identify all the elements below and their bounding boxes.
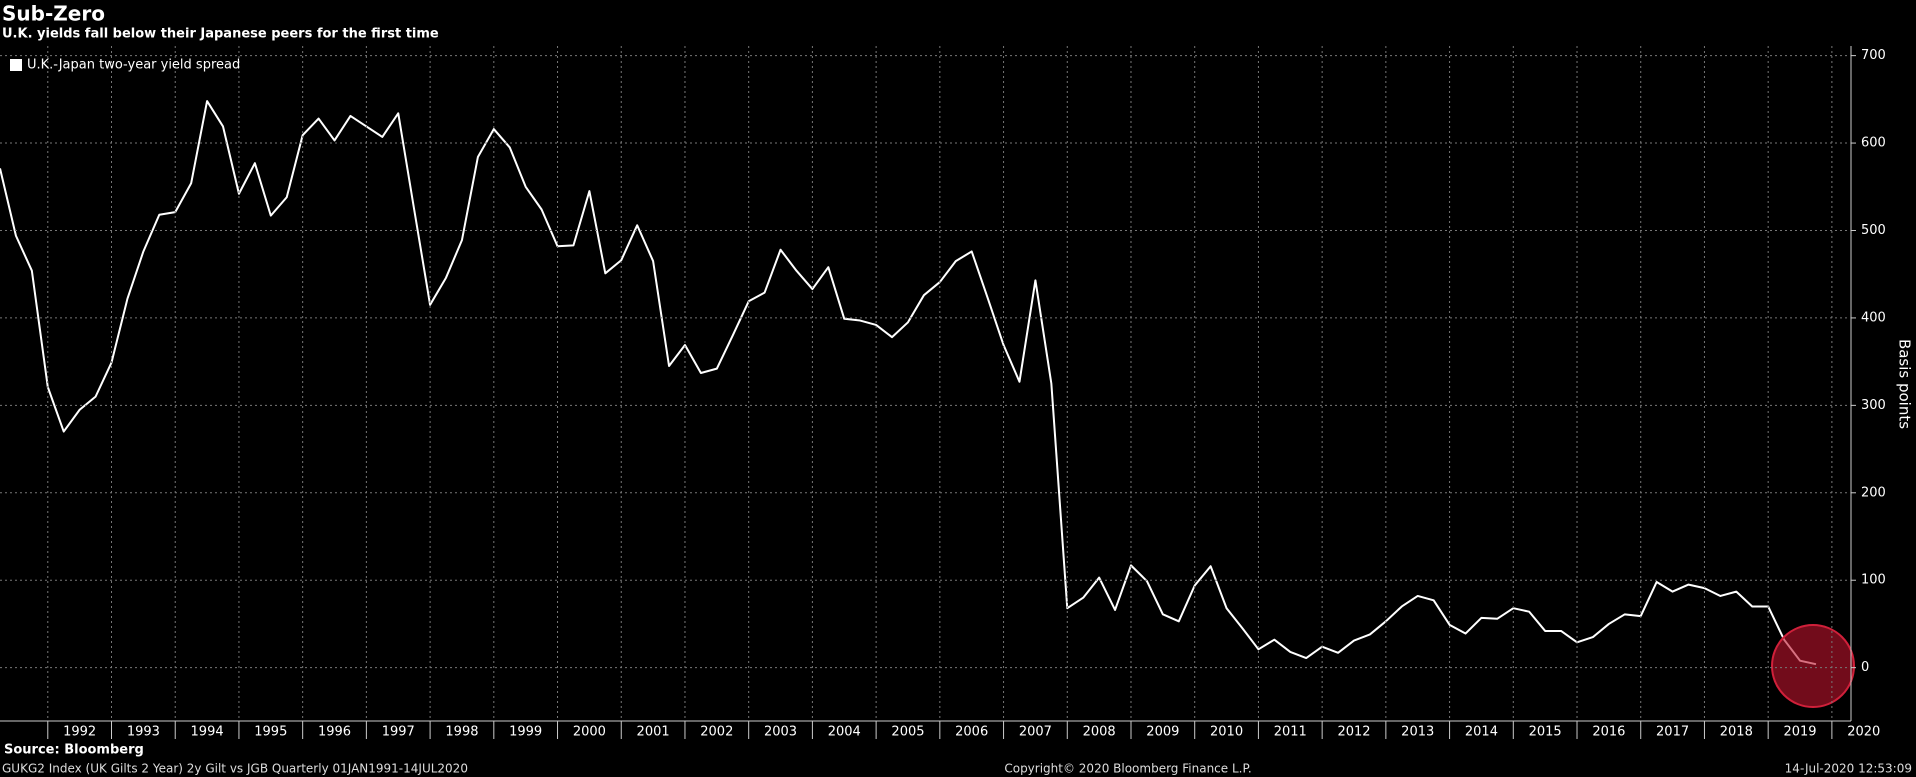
x-tick-label: 2001: [637, 725, 670, 740]
y-tick-label: 600: [1861, 136, 1886, 151]
x-tick-label: 2012: [1337, 725, 1370, 740]
source: Source: Bloomberg: [4, 743, 144, 758]
x-tick-label: 2007: [1019, 725, 1052, 740]
y-tick-label: 700: [1861, 48, 1886, 63]
x-tick-label: 1994: [191, 725, 224, 740]
footer-right: 14-Jul-2020 12:53:09: [1785, 762, 1912, 776]
x-tick-label: 2014: [1465, 725, 1498, 740]
y-tick-label: 300: [1861, 398, 1886, 413]
x-tick-label: 1995: [254, 725, 287, 740]
chart-title: Sub-Zero: [2, 2, 105, 26]
y-tick-label: 100: [1861, 573, 1886, 588]
y-tick-label: 400: [1861, 310, 1886, 325]
x-tick-label: 1999: [509, 725, 542, 740]
x-tick-label: 1997: [382, 725, 415, 740]
x-tick-label: 1996: [318, 725, 351, 740]
chart-subtitle: U.K. yields fall below their Japanese pe…: [2, 27, 439, 42]
y-axis-label: Basis points: [1896, 339, 1914, 429]
x-tick-label: 2005: [891, 725, 924, 740]
x-tick-label: 2018: [1720, 725, 1753, 740]
x-tick-label: 2011: [1274, 725, 1307, 740]
y-tick-label: 0: [1861, 660, 1869, 675]
x-tick-label: 2009: [1146, 725, 1179, 740]
x-tick-label: 1993: [127, 725, 160, 740]
footer-left: GUKG2 Index (UK Gilts 2 Year) 2y Gilt vs…: [2, 762, 468, 776]
x-tick-label: 2017: [1656, 725, 1689, 740]
x-tick-label: 2010: [1210, 725, 1243, 740]
highlight-circle: [1771, 624, 1855, 708]
x-tick-label: 2016: [1592, 725, 1625, 740]
x-tick-label: 2020: [1847, 725, 1880, 740]
x-tick-label: 1998: [445, 725, 478, 740]
x-tick-label: 2000: [573, 725, 606, 740]
x-tick-label: 2004: [828, 725, 861, 740]
x-tick-label: 2003: [764, 725, 797, 740]
x-tick-label: 2013: [1401, 725, 1434, 740]
footer-center: Copyright© 2020 Bloomberg Finance L.P.: [1004, 762, 1251, 776]
x-tick-label: 1992: [63, 725, 96, 740]
legend-swatch: [10, 59, 22, 71]
x-tick-label: 2008: [1083, 725, 1116, 740]
x-tick-label: 2015: [1529, 725, 1562, 740]
x-tick-label: 2019: [1783, 725, 1816, 740]
y-tick-label: 200: [1861, 485, 1886, 500]
y-tick-label: 500: [1861, 223, 1886, 238]
line-series: [0, 100, 1817, 666]
legend-label: U.K.-Japan two-year yield spread: [27, 58, 240, 73]
x-tick-label: 2002: [700, 725, 733, 740]
x-tick-label: 2006: [955, 725, 988, 740]
